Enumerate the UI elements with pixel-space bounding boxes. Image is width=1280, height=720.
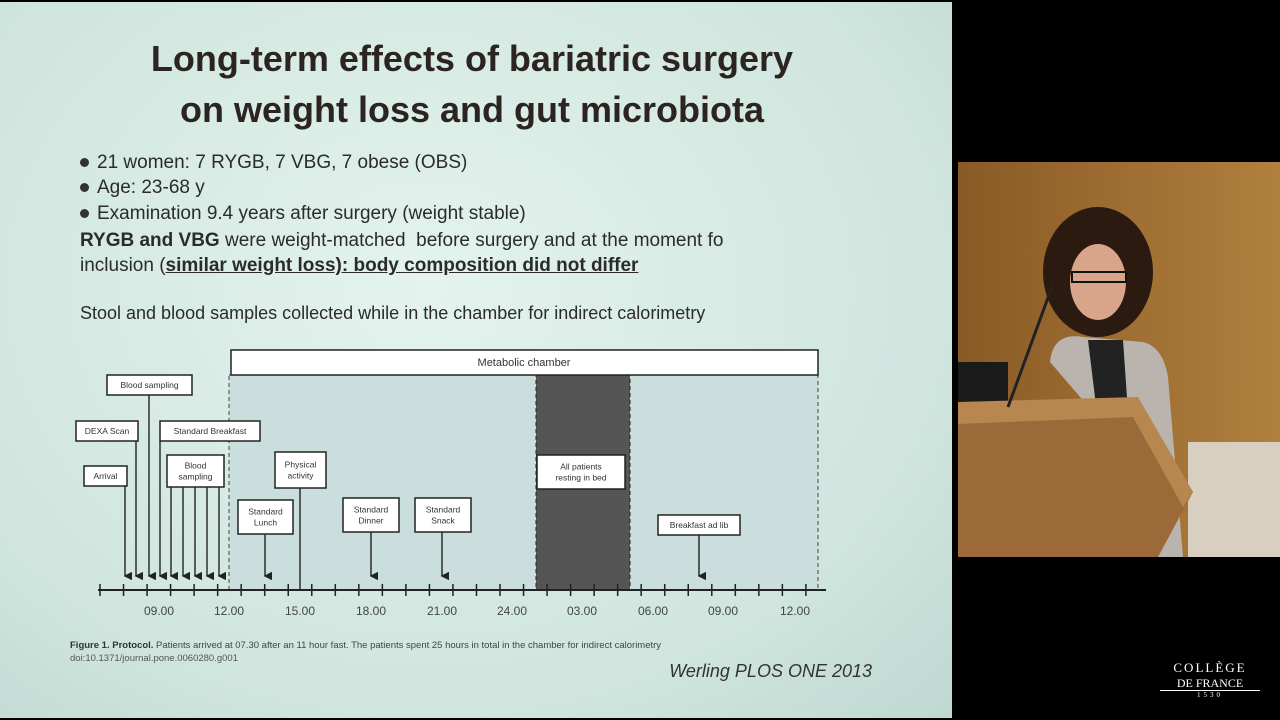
box-label: Physical (285, 460, 317, 470)
time-label: 12.00 (780, 604, 810, 618)
text: inclusion ( (80, 255, 166, 276)
box-label: Arrival (93, 471, 117, 481)
box-label: Standard (426, 505, 461, 515)
box-label: Lunch (254, 518, 277, 528)
box-label: DEXA Scan (85, 426, 130, 436)
protocol-box (274, 451, 327, 489)
chamber-label: Metabolic chamber (478, 357, 571, 369)
time-label: 12.00 (214, 604, 244, 618)
protocol-box (414, 497, 472, 533)
protocol-box (536, 454, 626, 490)
citation: Werling PLOS ONE 2013 (669, 661, 872, 681)
paragraph: RYGB and VBG were weight-matched before … (80, 230, 723, 252)
bullet: Examination 9.4 years after surgery (wei… (80, 203, 526, 225)
box-label: Standard Breakfast (174, 426, 247, 436)
paragraph: inclusion (similar weight loss): body co… (80, 255, 638, 277)
logo: COLLÈGE DE FRANCE 1530 (1160, 660, 1260, 699)
time-label: 06.00 (638, 604, 668, 618)
box-label: Snack (431, 516, 455, 526)
box-label: resting in bed (555, 473, 606, 483)
box-label: activity (288, 471, 315, 481)
time-label: 03.00 (567, 604, 597, 618)
emphasis: similar weight loss): body composition d… (165, 255, 639, 276)
box-label: sampling (178, 472, 212, 482)
logo-line: DE FRANCE (1160, 676, 1260, 691)
protocol-box (657, 514, 741, 536)
box-label: All patients (560, 462, 602, 472)
time-label: 09.00 (144, 604, 174, 618)
protocol-box (342, 497, 400, 533)
bold-text: RYGB and VBG (80, 230, 220, 251)
protocol-box (75, 420, 139, 442)
samples-text: Stool and blood samples collected while … (80, 303, 706, 323)
caption-text: Patients arrived at 07.30 after an 11 ho… (153, 640, 661, 651)
slide-title: Long-term effects of bariatric surgery (150, 38, 794, 79)
box-label: Standard (248, 507, 283, 517)
time-label: 09.00 (708, 604, 738, 618)
bullet: Age: 23-68 y (80, 177, 205, 199)
box-label: Standard (354, 505, 389, 515)
protocol-box (83, 465, 128, 487)
box-label: Dinner (358, 516, 383, 526)
protocol-box (237, 499, 294, 535)
box-label: Blood (185, 461, 207, 471)
box-label: Blood sampling (120, 380, 178, 390)
time-label: 15.00 (285, 604, 315, 618)
caption: Figure 1. Protocol. Patients arrived at … (70, 640, 661, 651)
chamber-box (230, 349, 819, 376)
slide: Long-term effects of bariatric surgery o… (0, 2, 952, 718)
doi: doi:10.1371/journal.pone.0060280.g001 (70, 653, 238, 664)
speaker-video (958, 162, 1280, 557)
text: were weight-matched before surgery and a… (219, 230, 724, 251)
protocol-box (166, 454, 225, 488)
box-label: Breakfast ad lib (670, 520, 729, 530)
protocol-box (159, 420, 261, 442)
caption-bold: Figure 1. Protocol. (70, 640, 153, 651)
slide-title: on weight loss and gut microbiota (179, 89, 764, 130)
time-label: 21.00 (427, 604, 457, 618)
time-label: 18.00 (356, 604, 386, 618)
axis-ticks (99, 584, 807, 596)
logo-year: 1530 (1197, 691, 1223, 699)
bullet: 21 women: 7 RYGB, 7 VBG, 7 obese (OBS) (80, 152, 467, 174)
protocol-box (106, 374, 193, 396)
time-label: 24.00 (497, 604, 527, 618)
logo-line: COLLÈGE (1173, 660, 1247, 675)
arrows (123, 395, 706, 590)
protocol-figure: Metabolic chamber Blood sampling DEXA Sca… (70, 349, 872, 681)
